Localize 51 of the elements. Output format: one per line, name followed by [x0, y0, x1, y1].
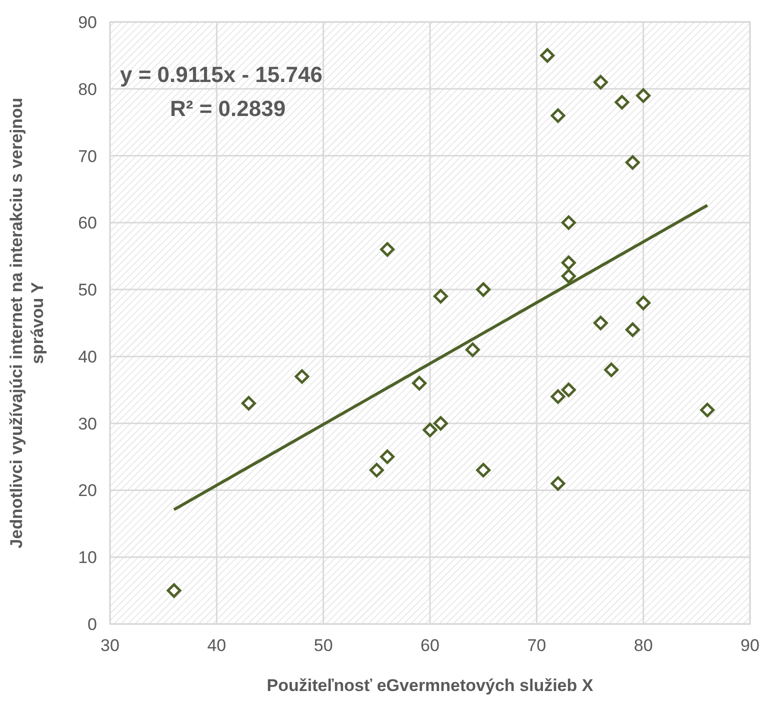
- y-tick-label: 70: [78, 146, 97, 166]
- x-tick-label: 50: [314, 636, 333, 655]
- point: [433, 416, 448, 431]
- x-axis-title: Použiteľnosť eGvermnetových služieb X: [266, 676, 594, 695]
- x-tick-label: 40: [207, 636, 226, 655]
- point: [550, 108, 566, 123]
- annotation: R² = 0.2839: [170, 96, 286, 121]
- y-tick-label: 20: [78, 481, 97, 500]
- point: [636, 88, 651, 103]
- point: [561, 382, 576, 398]
- y-tick-label: 60: [78, 214, 97, 233]
- x-tick-label: 30: [100, 636, 120, 655]
- annotation: y = 0.9115x - 15.746: [120, 62, 322, 87]
- point: [593, 74, 608, 90]
- point: [593, 316, 608, 330]
- point: [380, 242, 395, 257]
- point: [433, 288, 448, 304]
- point: [412, 376, 427, 390]
- point: [380, 450, 395, 464]
- x-tick-label: 60: [420, 636, 440, 655]
- point: [465, 342, 480, 358]
- y-tick-label: 0: [88, 615, 97, 634]
- x-tick-label: 80: [634, 636, 653, 655]
- point: [241, 396, 256, 411]
- point: [561, 215, 576, 230]
- point: [700, 402, 715, 418]
- y-tick-label: 10: [78, 548, 97, 568]
- y-tick-label: 80: [78, 80, 97, 99]
- y-tick-label: 30: [78, 414, 97, 434]
- point: [476, 282, 491, 297]
- x-tick-label: 70: [527, 636, 546, 655]
- point: [550, 476, 566, 491]
- point: [369, 462, 384, 478]
- point: [550, 389, 566, 404]
- point: [636, 296, 651, 310]
- y-tick-label: 50: [78, 280, 97, 300]
- y-axis-title: Jednotlivci využívajúci internet na interakciu s verejnou správou Y: [7, 98, 47, 548]
- point: [625, 322, 640, 337]
- point: [294, 369, 310, 384]
- point: [540, 48, 555, 63]
- point: [476, 462, 491, 478]
- y-tick-label: 40: [78, 347, 97, 366]
- y-tick-label: 90: [78, 13, 97, 32]
- point: [561, 268, 576, 284]
- point: [166, 583, 182, 598]
- point: [422, 422, 438, 438]
- x-tick-label: 90: [740, 636, 760, 655]
- point: [561, 256, 576, 270]
- point: [625, 155, 640, 170]
- point: [614, 95, 630, 110]
- point: [604, 362, 619, 378]
